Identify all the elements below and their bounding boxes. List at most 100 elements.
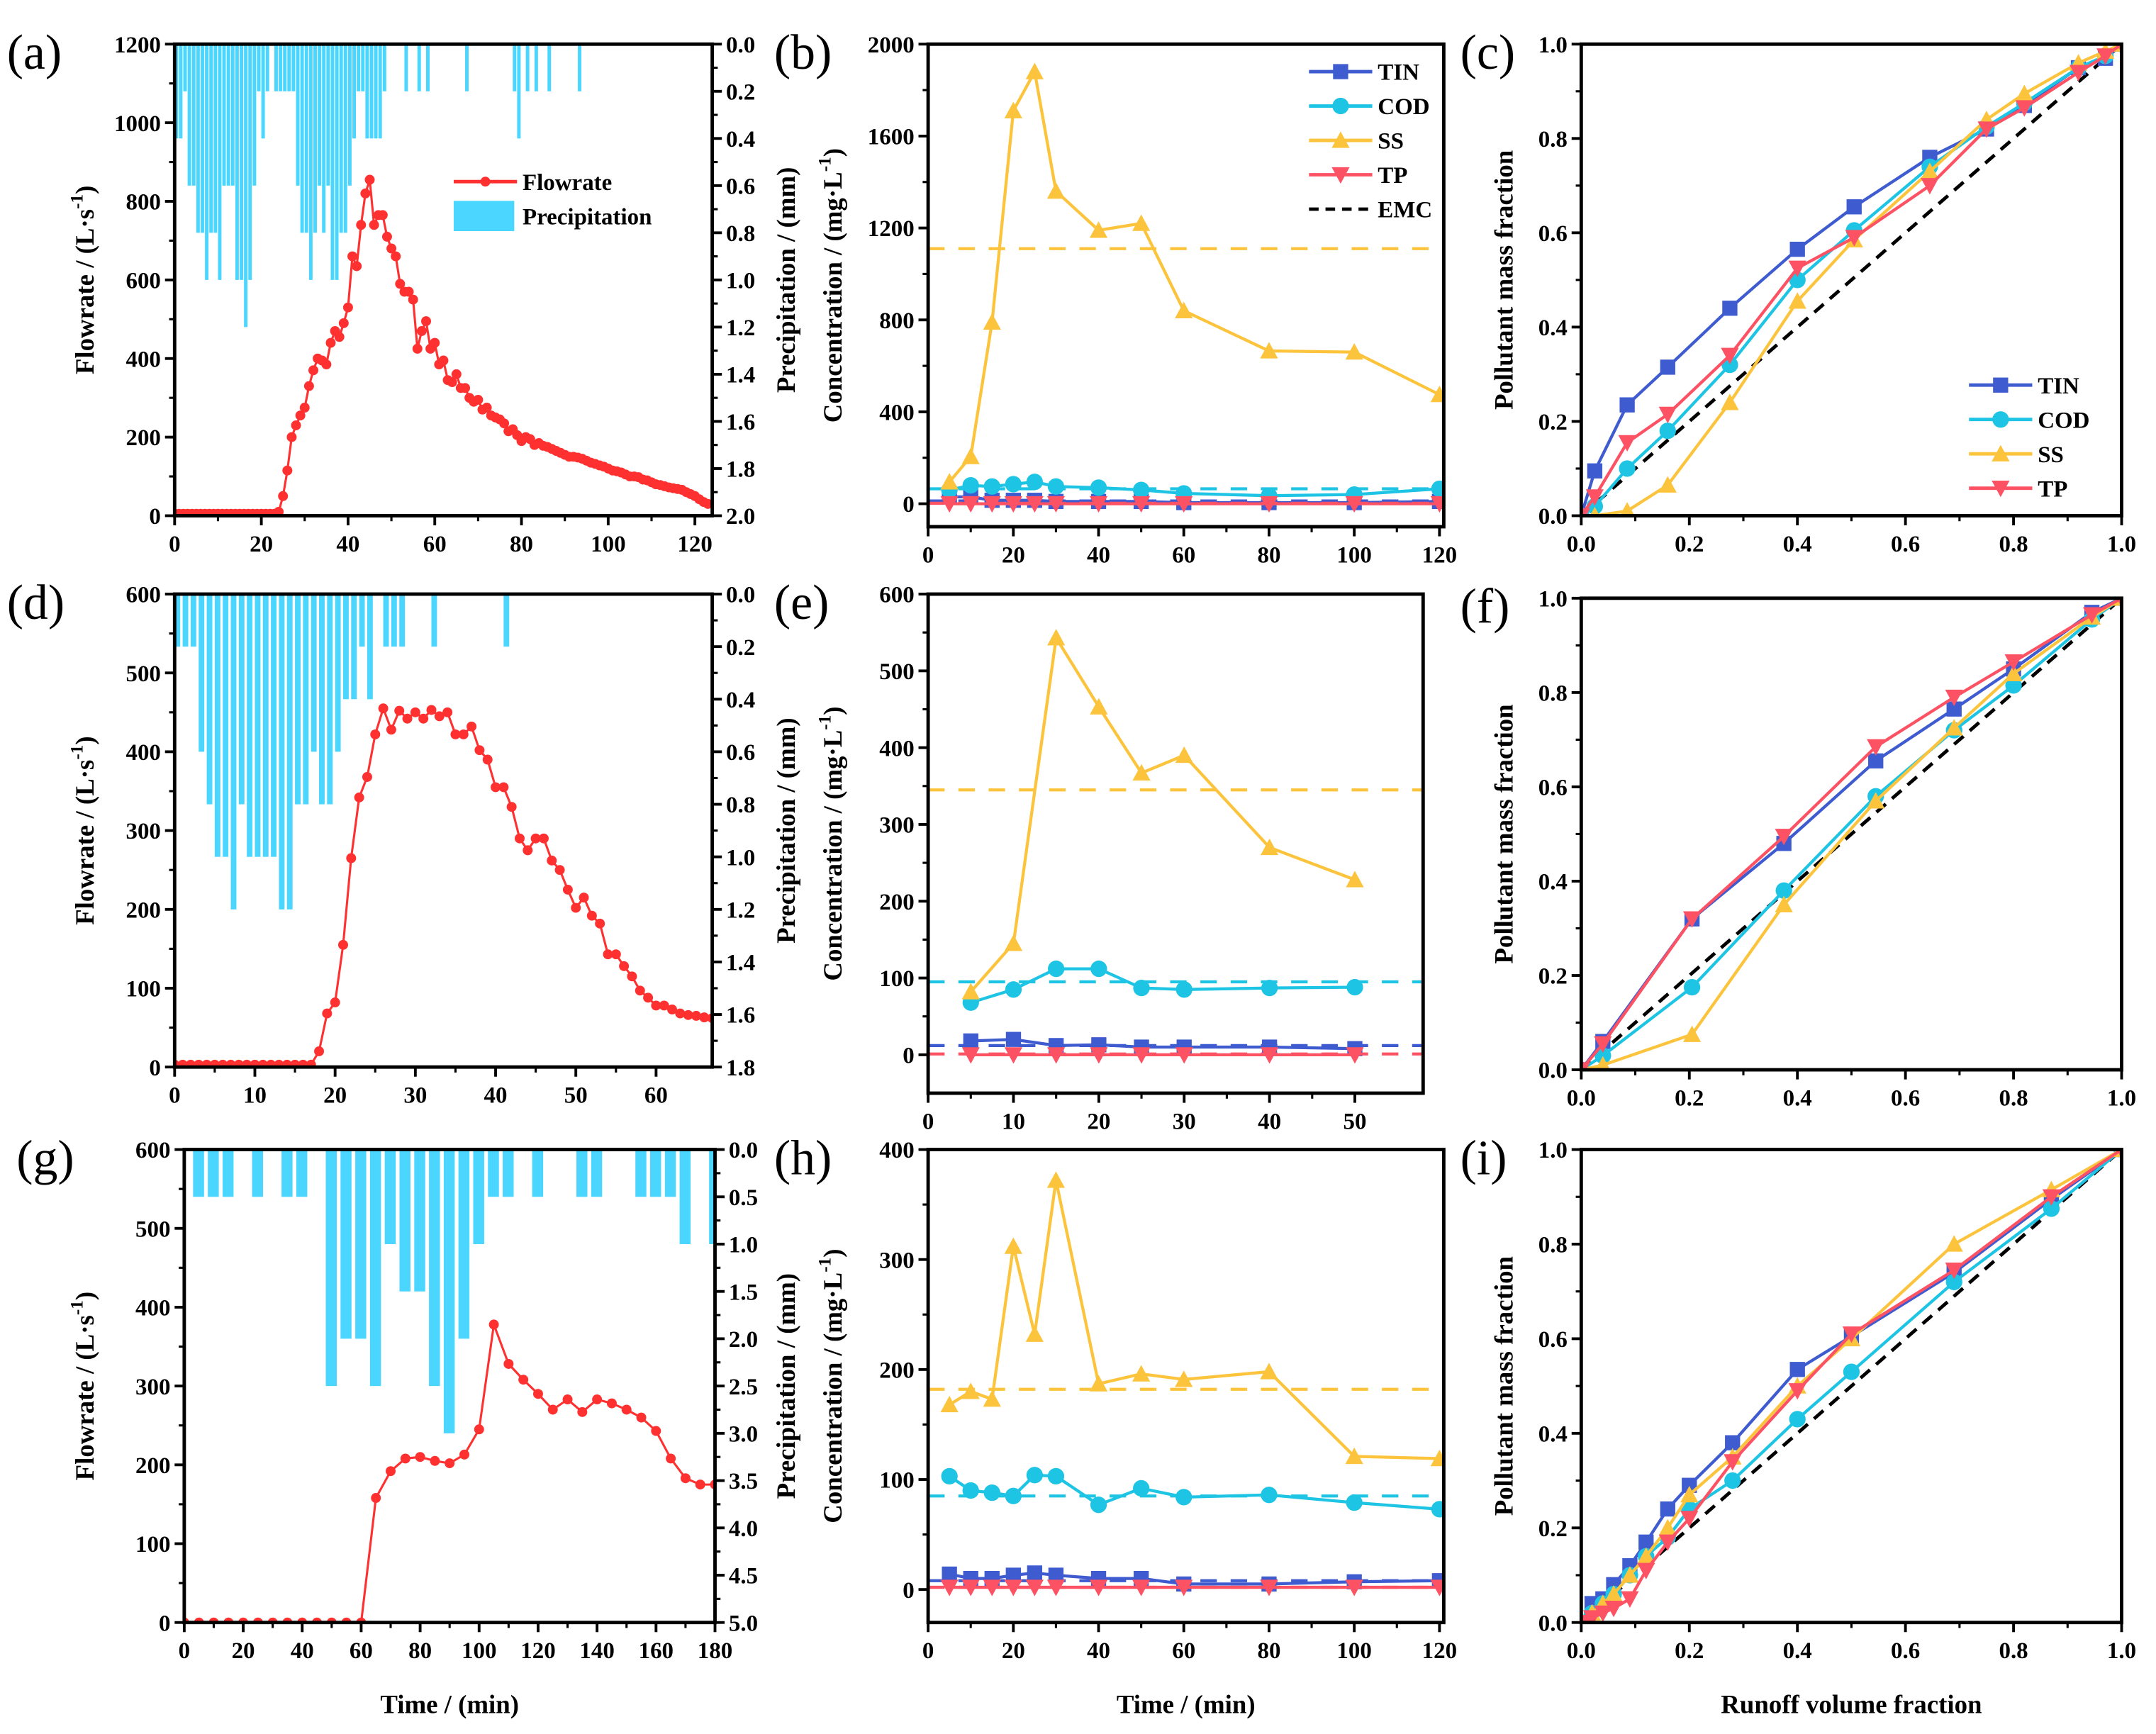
marker-circle xyxy=(691,1010,701,1021)
precipitation-bar xyxy=(340,1149,352,1339)
x-tick-label: 10 xyxy=(1002,1109,1025,1134)
legend-item-tp: TP xyxy=(1969,476,2067,502)
x-tick-label: 50 xyxy=(564,1083,588,1109)
marker-inverted-triangle xyxy=(2042,1189,2061,1206)
panel-g: 0 20 40 60 80 100 120 140 160 180 0 100 200 300 400 500… xyxy=(16,1131,800,1718)
marker-circle xyxy=(680,1473,691,1484)
panel-f: 0.0 0.2 0.4 0.6 0.8 1.0 0.0 0.2 0.4 0.6 0.8 1.0 Poll… xyxy=(1460,580,2136,1112)
series-line-ss xyxy=(948,67,1441,483)
marker-circle xyxy=(1090,960,1107,978)
precipitation-bar xyxy=(257,44,261,91)
marker-inverted-triangle xyxy=(1682,911,1702,928)
y2-tick-label: 2.0 xyxy=(726,504,755,530)
x-tick-label: 0.6 xyxy=(1891,1085,1920,1111)
marker-circle xyxy=(434,711,445,722)
plot-area xyxy=(1581,1149,2122,1623)
precipitation-bar xyxy=(335,594,341,752)
marker-circle xyxy=(577,1406,588,1417)
marker-circle xyxy=(962,477,979,494)
marker-circle xyxy=(278,491,289,501)
marker-inverted-triangle xyxy=(1430,1579,1444,1596)
y-tick-label: 400 xyxy=(135,1296,170,1321)
marker-inverted-triangle xyxy=(1977,121,1996,138)
marker-triangle xyxy=(1945,1235,1963,1252)
precipitation-bar xyxy=(287,44,291,91)
marker-inverted-triangle xyxy=(1945,1263,1963,1280)
x-tick-label: 40 xyxy=(1087,1638,1110,1664)
marker-circle xyxy=(342,302,353,313)
plot-area xyxy=(174,44,713,516)
marker-triangle xyxy=(1025,62,1044,79)
x-tick-label: 20 xyxy=(232,1638,255,1664)
marker-circle xyxy=(1175,981,1192,998)
x-tick-label: 0.2 xyxy=(1675,1085,1704,1111)
precipitation-bar xyxy=(311,594,317,752)
panel-label: (h) xyxy=(774,1131,832,1185)
precipitation-bar xyxy=(465,44,469,91)
marker-triangle xyxy=(1175,746,1193,763)
marker-circle xyxy=(334,332,345,342)
precipitation-bar xyxy=(343,44,347,233)
marker-triangle xyxy=(1132,214,1151,231)
marker-inverted-triangle xyxy=(1132,1579,1151,1596)
y-axis-title-part: ) xyxy=(818,148,847,157)
precipitation-bar xyxy=(205,44,209,280)
precipitation-bar xyxy=(255,594,261,857)
marker-inverted-triangle xyxy=(1047,1047,1066,1064)
marker-circle xyxy=(438,355,449,366)
marker-triangle xyxy=(1132,1365,1151,1382)
precipitation-bar xyxy=(261,44,265,139)
marker-circle xyxy=(562,885,573,895)
marker-inverted-triangle xyxy=(1430,496,1444,513)
legend-label: TP xyxy=(1378,163,1407,189)
marker-inverted-triangle xyxy=(1921,178,1939,195)
marker-circle xyxy=(295,410,306,421)
marker-inverted-triangle xyxy=(1261,1047,1279,1064)
panel-b: 0 20 40 60 80 100 1200400800120016002000Concen… xyxy=(774,26,1457,568)
marker-inverted-triangle xyxy=(2069,65,2088,82)
marker-inverted-triangle xyxy=(1025,1579,1044,1596)
y-axis-title-part: Flowrate / (L·s xyxy=(70,760,99,925)
marker-square xyxy=(1725,1435,1741,1450)
marker-circle xyxy=(703,498,713,509)
marker-circle xyxy=(369,220,379,230)
emc-diagonal-line xyxy=(1581,44,2122,516)
y2-tick-label: 1.0 xyxy=(726,845,755,871)
marker-triangle xyxy=(1004,1237,1022,1254)
marker-circle xyxy=(538,833,549,844)
precipitation-bar xyxy=(649,1149,661,1197)
y-tick-label: 600 xyxy=(125,269,160,294)
marker-circle xyxy=(1945,1273,1962,1290)
marker-circle xyxy=(941,1467,958,1484)
precipitation-bar xyxy=(281,1149,293,1197)
y-tick-label: 0.4 xyxy=(1538,870,1568,895)
precipitation-bar xyxy=(209,44,213,233)
marker-circle xyxy=(364,174,375,185)
marker-circle xyxy=(321,359,332,370)
marker-inverted-triangle xyxy=(1658,406,1677,424)
marker-circle xyxy=(1047,478,1065,495)
y-tick-label: 0 xyxy=(903,1578,914,1604)
precipitation-bar xyxy=(274,44,278,91)
marker-circle xyxy=(491,782,501,793)
y-axis-title-part: Pollutant mass fraction xyxy=(1489,704,1518,963)
y2-tick-label: 1.0 xyxy=(726,269,755,294)
y2-axis-title-part: Precipitation / (mm) xyxy=(771,167,800,393)
marker-inverted-triangle xyxy=(1090,1047,1108,1064)
y-tick-label: 400 xyxy=(879,1138,914,1163)
precipitation-bar xyxy=(179,44,183,139)
y2-tick-label: 0.0 xyxy=(729,1138,758,1163)
marker-triangle xyxy=(1680,1485,1699,1503)
precipitation-bar xyxy=(174,594,181,647)
marker-circle xyxy=(603,949,613,960)
plot-area xyxy=(1581,44,2122,516)
marker-circle xyxy=(250,1059,260,1068)
y-axis-title-part: -1 xyxy=(67,745,86,760)
legend-label: TIN xyxy=(2038,374,2079,399)
marker-triangle xyxy=(1921,162,1939,179)
marker-triangle xyxy=(1025,1325,1044,1342)
marker-triangle xyxy=(1595,1056,1611,1070)
marker-circle xyxy=(177,1059,188,1068)
precipitation-bar xyxy=(384,1149,396,1244)
marker-circle xyxy=(481,403,492,413)
